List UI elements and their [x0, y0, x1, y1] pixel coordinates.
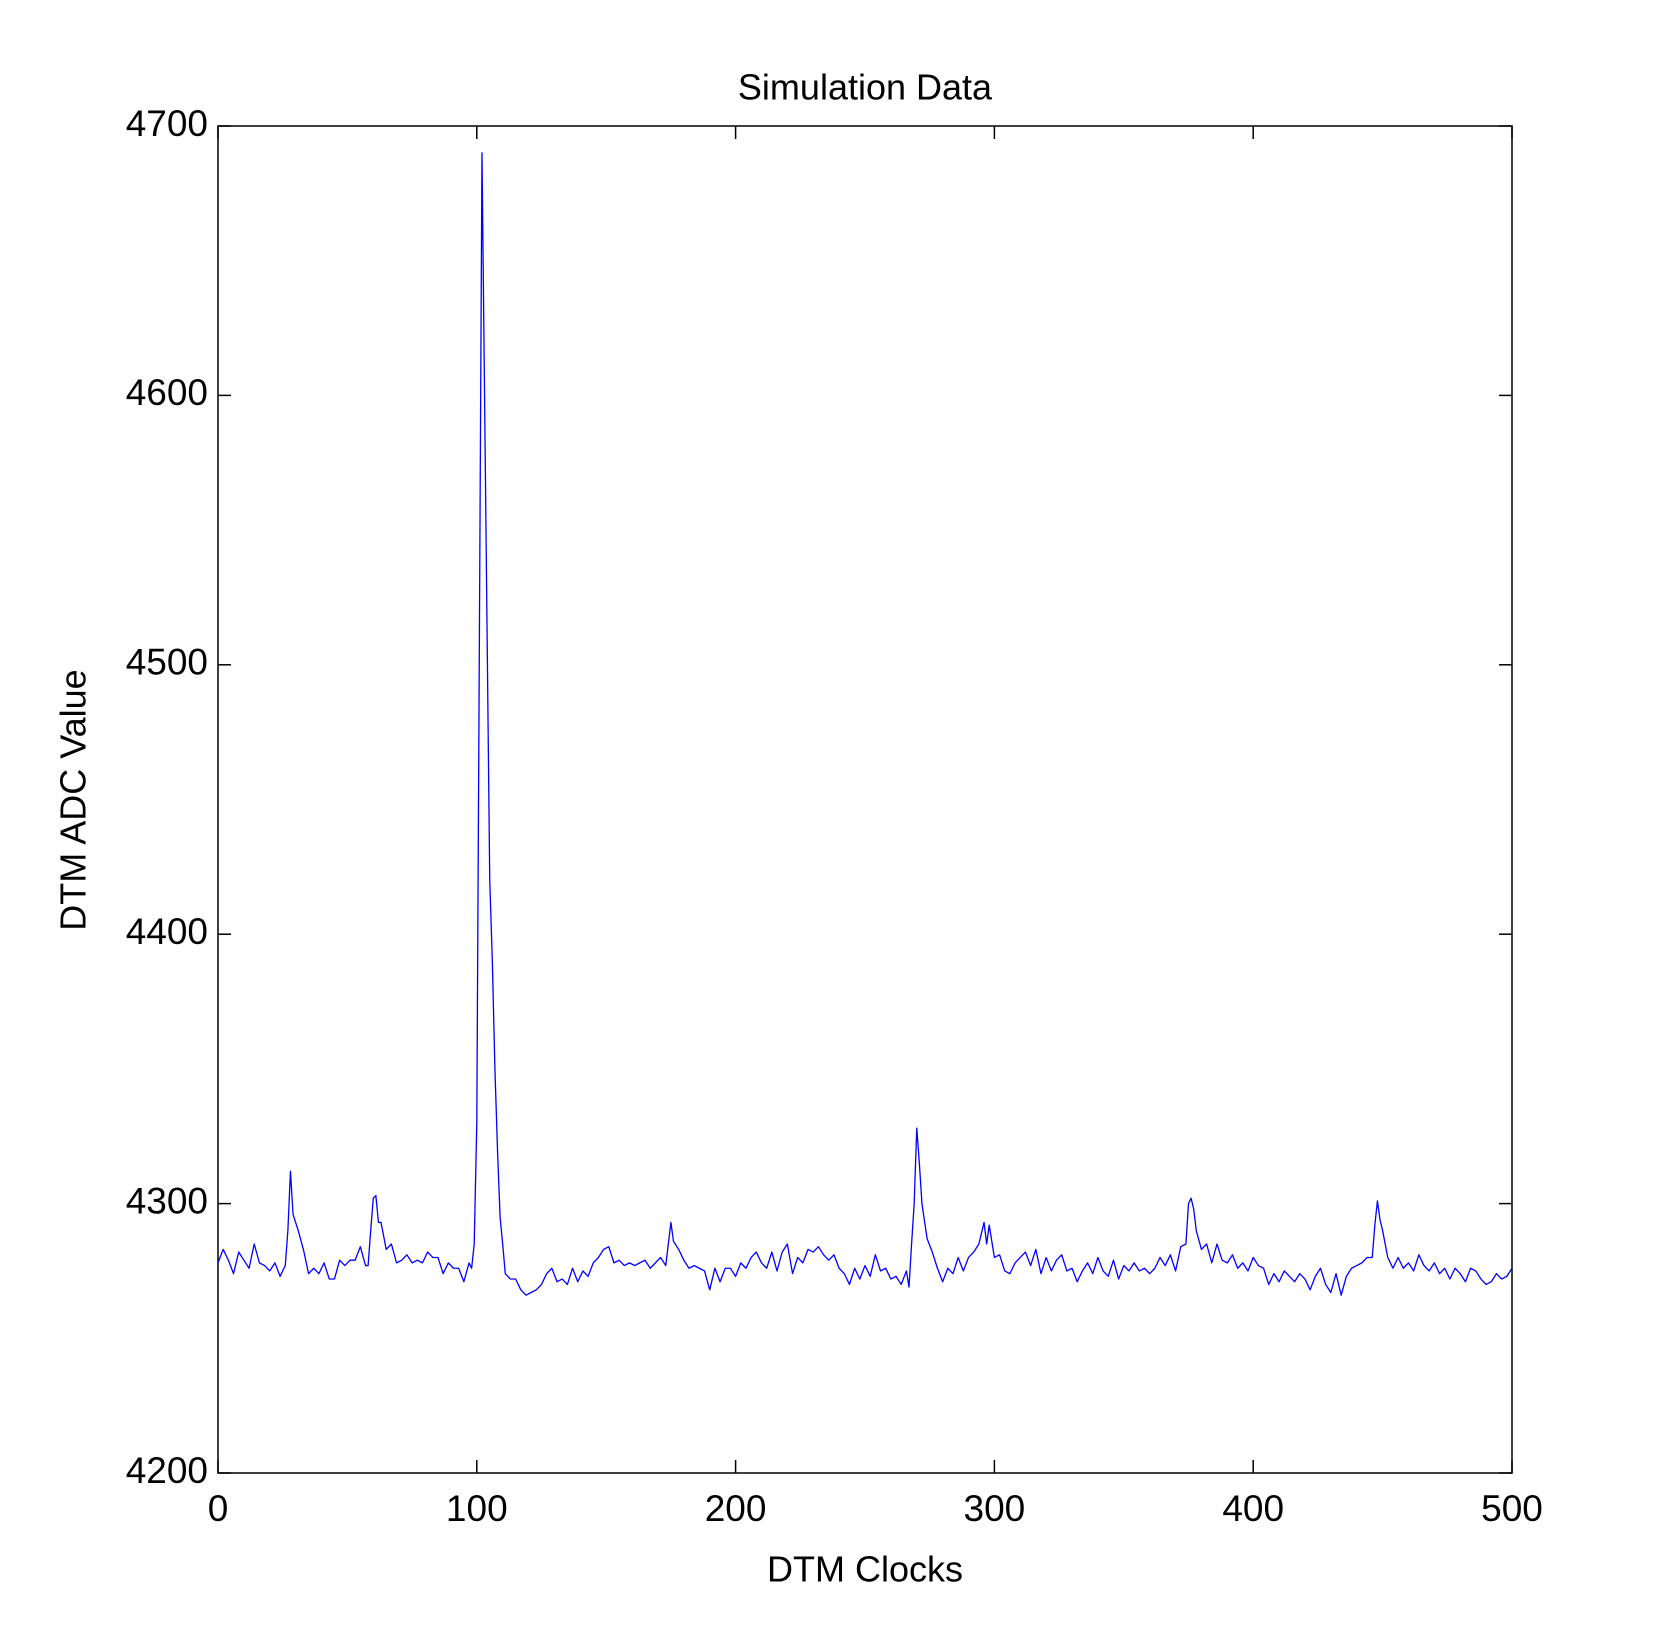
y-tick-label: 4200 [126, 1450, 208, 1491]
y-tick-label: 4500 [126, 642, 208, 683]
x-tick-label: 400 [1222, 1488, 1284, 1529]
y-tick-label: 4300 [126, 1180, 208, 1221]
y-tick-label: 4600 [126, 372, 208, 413]
y-tick-label: 4700 [126, 103, 208, 144]
x-tick-label: 200 [705, 1488, 767, 1529]
x-tick-label: 300 [964, 1488, 1026, 1529]
chart-title: Simulation Data [738, 67, 993, 108]
data-line [217, 152, 1513, 1296]
x-tick-label: 0 [208, 1488, 229, 1529]
y-axis-label: DTM ADC Value [53, 669, 94, 930]
plot-frame [217, 125, 1513, 1474]
x-tick-label: 100 [446, 1488, 508, 1529]
x-tick-label: 500 [1481, 1488, 1543, 1529]
y-tick-label: 4400 [126, 911, 208, 952]
x-axis-label: DTM Clocks [767, 1549, 963, 1590]
